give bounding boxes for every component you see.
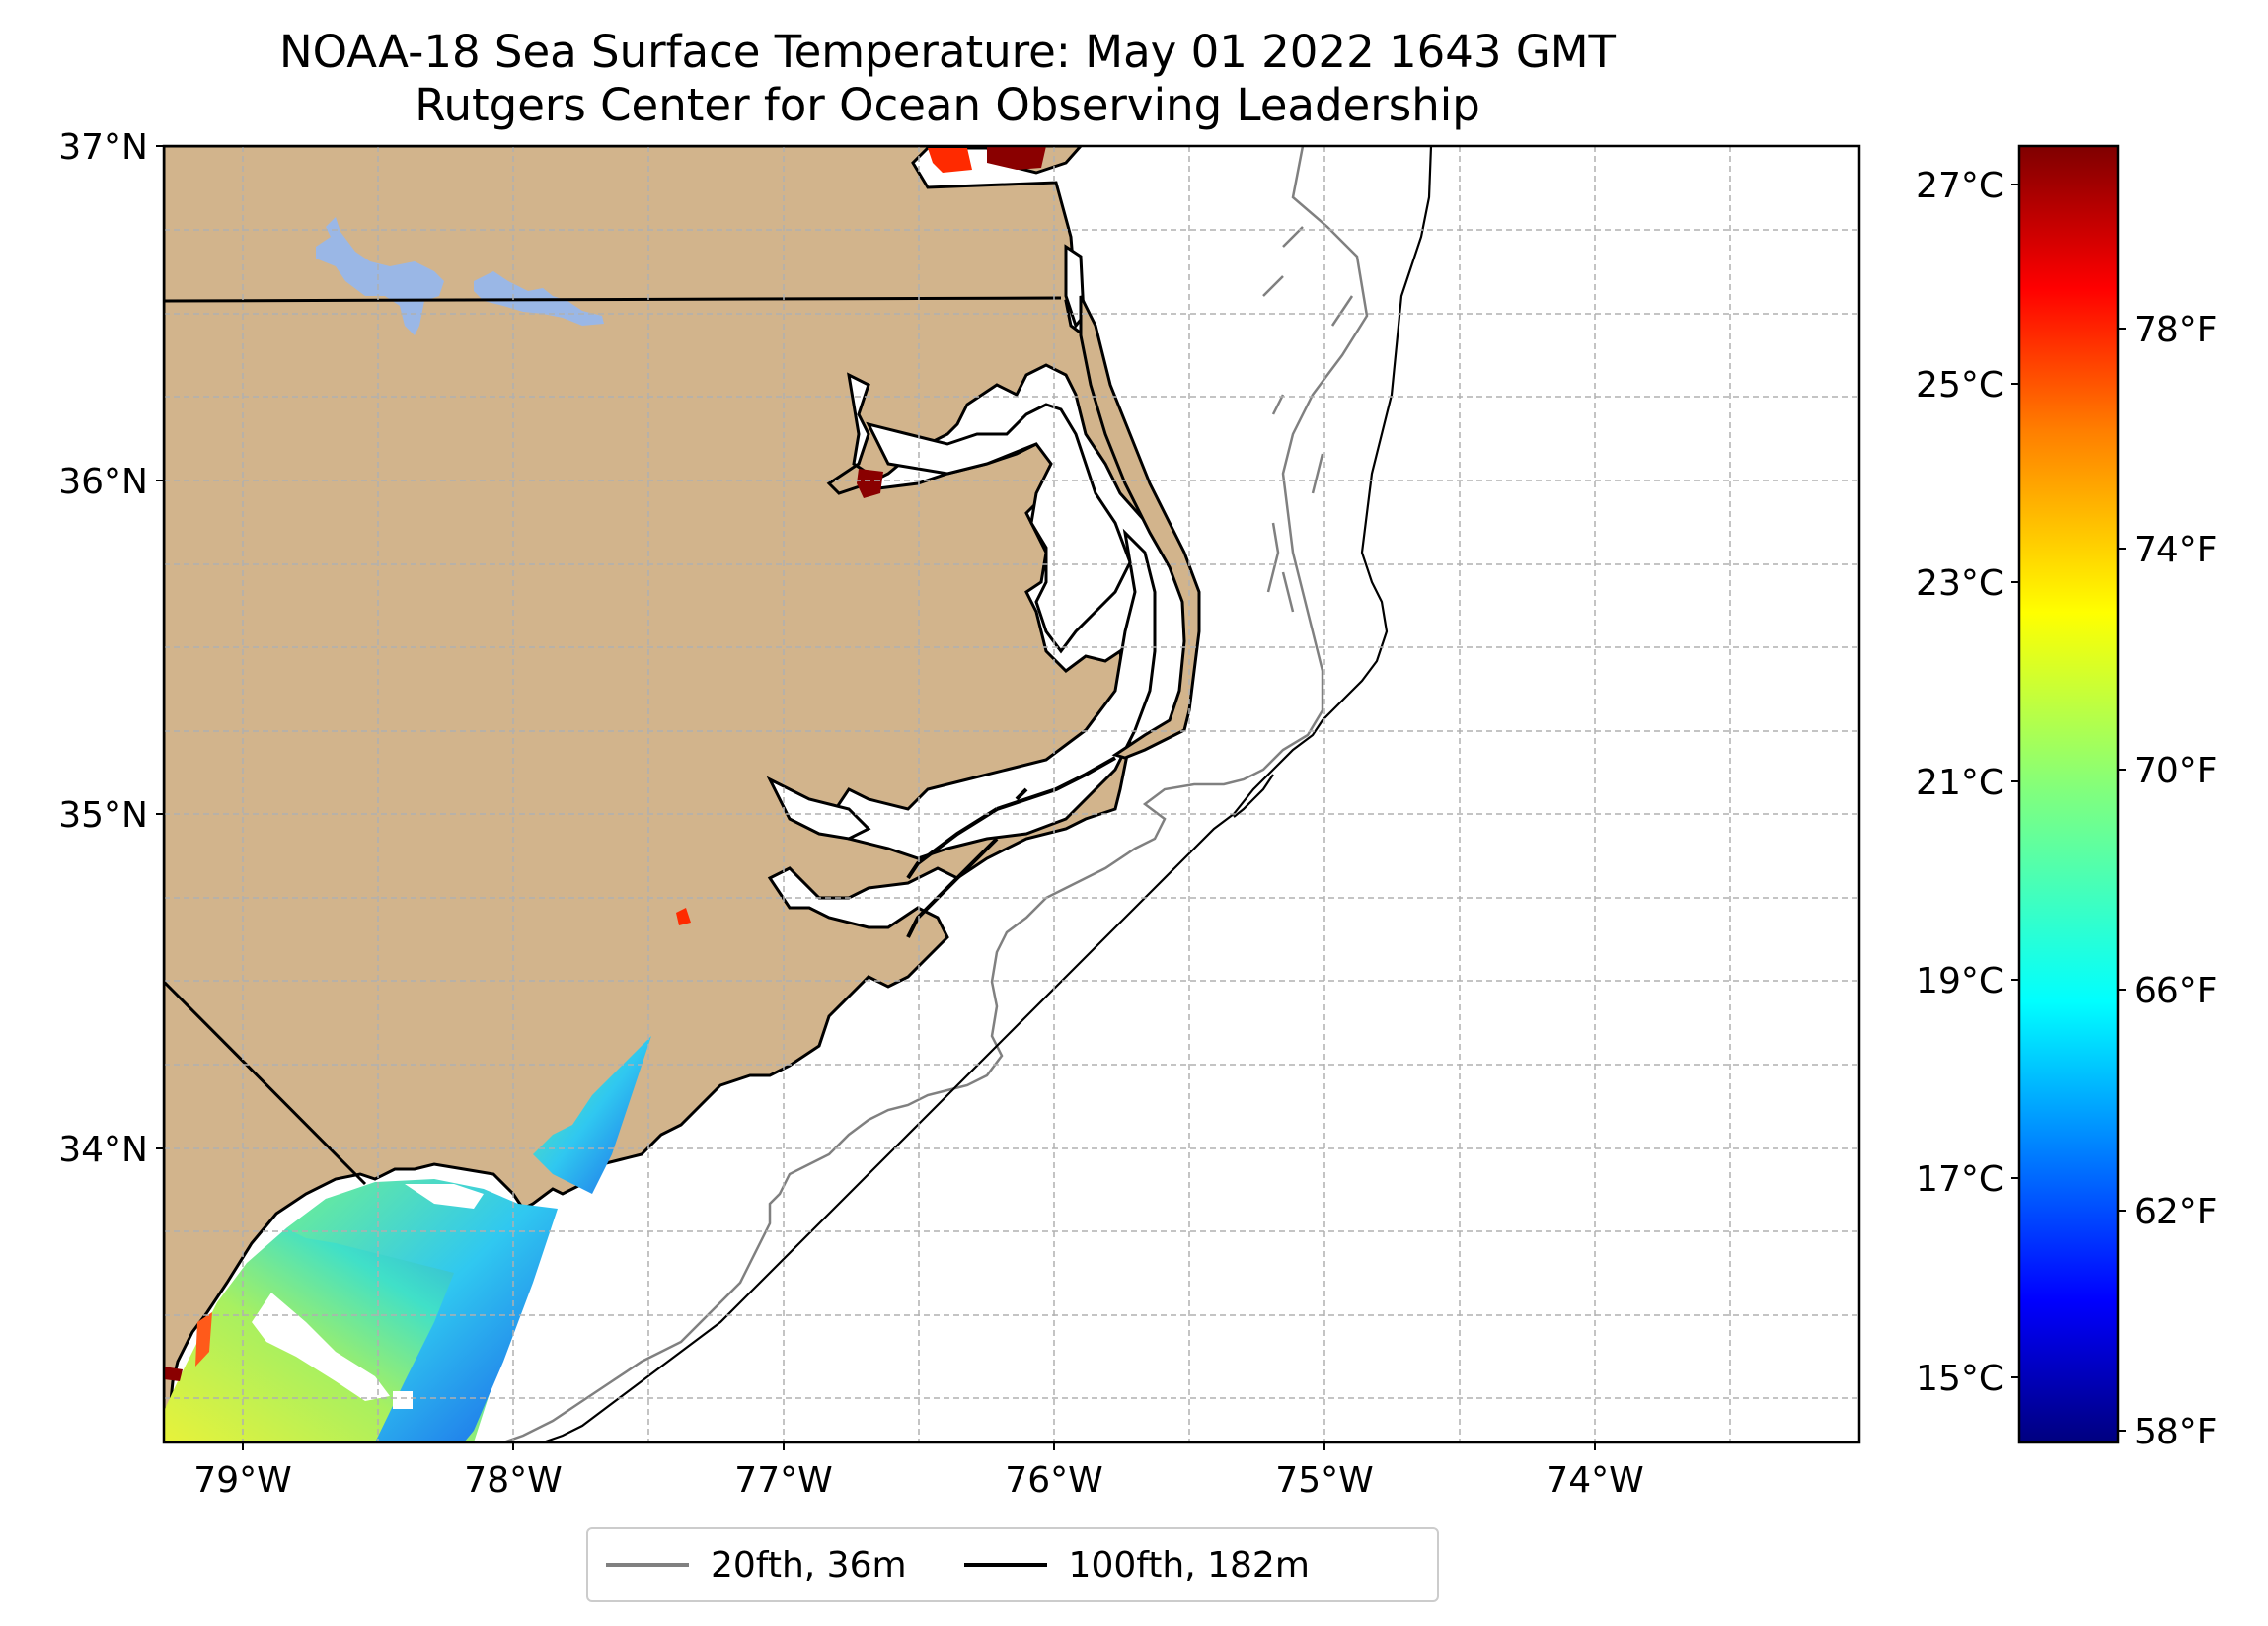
legend-label-100fth: 100fth, 182m — [1068, 1544, 1310, 1586]
cb-label-78f: 78°F — [2134, 310, 2218, 350]
sst-cloud-gap-3 — [393, 1391, 413, 1409]
lon-label-77: 77°W — [734, 1460, 832, 1501]
legend-line-black — [963, 1563, 1047, 1567]
sst-warm-edge — [195, 1312, 212, 1367]
map-frame — [162, 144, 1861, 1444]
sst-warm-patch-albemarle — [857, 469, 883, 498]
cb-label-25c: 25°C — [1916, 365, 2003, 406]
map-title: NOAA-18 Sea Surface Temperature: May 01 … — [278, 26, 1617, 78]
sst-swath-north — [533, 1036, 651, 1194]
lon-label-78: 78°W — [464, 1460, 562, 1501]
va-nc-border — [164, 296, 1062, 303]
cb-label-62f: 62°F — [2134, 1192, 2218, 1232]
sst-cloud-gap-2 — [405, 1184, 484, 1209]
isobath-legend: 20fth, 36m 100fth, 182m — [586, 1527, 1439, 1602]
nc-sc-border — [164, 980, 367, 1186]
isobath-100fth-hatteras — [1233, 774, 1274, 818]
cb-label-58f: 58°F — [2134, 1412, 2218, 1452]
cb-label-23c: 23°C — [1916, 563, 2003, 604]
lon-label-74: 74°W — [1546, 1460, 1643, 1501]
map-subtitle: Rutgers Center for Ocean Observing Leade… — [415, 79, 1480, 131]
lake-gaston — [316, 217, 444, 335]
sst-warm-patch-north-2 — [928, 148, 972, 173]
sst-cloud-gap — [252, 1293, 390, 1401]
colorbar-fahrenheit-ticks — [2118, 328, 2126, 1432]
isobath-100fth — [542, 146, 1433, 1442]
sst-swath-offshore — [286, 1179, 558, 1442]
sst-warm-patch-north — [987, 146, 1046, 170]
core-banks — [906, 756, 1116, 938]
lat-axis — [156, 145, 164, 1149]
lon-label-75: 75°W — [1275, 1460, 1373, 1501]
legend-label-20fth: 20fth, 36m — [711, 1544, 907, 1586]
neuse-river — [766, 776, 871, 841]
colorbar-celsius-ticks — [2011, 184, 2019, 1378]
cb-label-27c: 27°C — [1916, 166, 2003, 206]
legend-item-100fth: 100fth, 182m — [963, 1544, 1310, 1586]
lon-label-79: 79°W — [193, 1460, 291, 1501]
isobath-20fth — [502, 146, 1369, 1442]
cb-label-17c: 17°C — [1916, 1159, 2003, 1200]
cb-label-70f: 70°F — [2134, 751, 2218, 791]
map-area — [164, 146, 1433, 1442]
lat-label-37: 37°N — [58, 127, 148, 168]
legend-item-20fth: 20fth, 36m — [606, 1545, 907, 1586]
outer-banks — [1079, 295, 1201, 760]
legend-line-gray — [606, 1563, 689, 1567]
lat-label-35: 35°N — [58, 795, 148, 836]
cb-label-66f: 66°F — [2134, 971, 2218, 1011]
sst-warm-patch-sc — [164, 1367, 183, 1381]
cb-label-21c: 21°C — [1916, 763, 2003, 803]
pamlico-sound — [827, 528, 1157, 860]
cb-label-15c: 15°C — [1916, 1359, 2003, 1399]
lon-label-76: 76°W — [1005, 1460, 1102, 1501]
lon-axis — [242, 1442, 1596, 1450]
lat-label-34: 34°N — [58, 1130, 148, 1170]
cb-label-74f: 74°F — [2134, 530, 2218, 570]
sst-warm-patch-bogue — [676, 908, 691, 925]
sound-water — [866, 403, 1132, 654]
colorbar — [2017, 144, 2120, 1444]
cb-label-19c: 19°C — [1916, 961, 2003, 1001]
lat-label-36: 36°N — [58, 462, 148, 502]
isobath-20fth-shoals — [1262, 226, 1354, 613]
